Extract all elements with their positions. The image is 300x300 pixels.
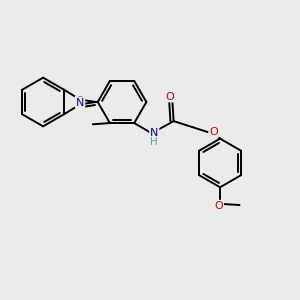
Text: N: N <box>76 98 84 107</box>
Text: O: O <box>166 92 174 101</box>
Text: N: N <box>150 128 158 138</box>
Text: O: O <box>209 127 218 137</box>
Text: O: O <box>214 201 223 211</box>
Text: O: O <box>76 97 84 106</box>
Text: H: H <box>150 136 158 147</box>
